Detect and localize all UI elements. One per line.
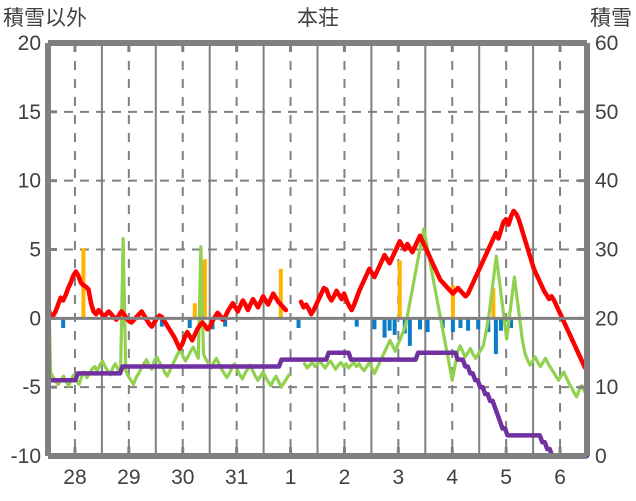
bar-series bbox=[61, 248, 514, 355]
y2-tick-label: 30 bbox=[595, 239, 618, 262]
y2-tick-label: 60 bbox=[595, 32, 618, 55]
y-tick-label: 20 bbox=[18, 32, 41, 55]
left-axis-title: 積雪以外 bbox=[3, 7, 87, 30]
y-tick-label: 5 bbox=[29, 239, 41, 262]
y-tick-label: 0 bbox=[29, 307, 41, 330]
x-tick-label: 5 bbox=[500, 466, 512, 489]
x-tick-label: 3 bbox=[393, 466, 405, 489]
left-axis-ticks: 20 15 10 5 0 -5 -10 bbox=[11, 32, 57, 468]
y2-tick-label: 50 bbox=[595, 101, 618, 124]
x-tick-label: 4 bbox=[446, 466, 458, 489]
x-tick-label: 1 bbox=[285, 466, 297, 489]
x-tick-label: 28 bbox=[63, 466, 86, 489]
right-axis-title: 積雪 bbox=[590, 7, 632, 30]
right-axis-ticks: 60 50 40 30 20 10 0 bbox=[578, 32, 618, 468]
y2-tick-label: 20 bbox=[595, 307, 618, 330]
y2-tick-label: 10 bbox=[595, 376, 618, 399]
y2-tick-label: 0 bbox=[595, 445, 607, 468]
x-tick-label: 2 bbox=[339, 466, 351, 489]
y2-tick-label: 40 bbox=[595, 170, 618, 193]
x-axis-ticks: 28 29 30 31 1 2 3 4 5 6 bbox=[63, 466, 566, 489]
x-tick-label: 30 bbox=[171, 466, 194, 489]
y-tick-label: -5 bbox=[22, 376, 41, 399]
y-tick-label: 15 bbox=[18, 101, 41, 124]
y-tick-label: 10 bbox=[18, 170, 41, 193]
page-title: 本荘 bbox=[297, 7, 339, 30]
x-tick-label: 29 bbox=[117, 466, 140, 489]
line-series bbox=[45, 208, 590, 459]
y-tick-label: -10 bbox=[11, 445, 41, 468]
x-tick-label: 6 bbox=[554, 466, 566, 489]
gridlines bbox=[48, 43, 587, 456]
x-tick-label: 31 bbox=[225, 466, 248, 489]
